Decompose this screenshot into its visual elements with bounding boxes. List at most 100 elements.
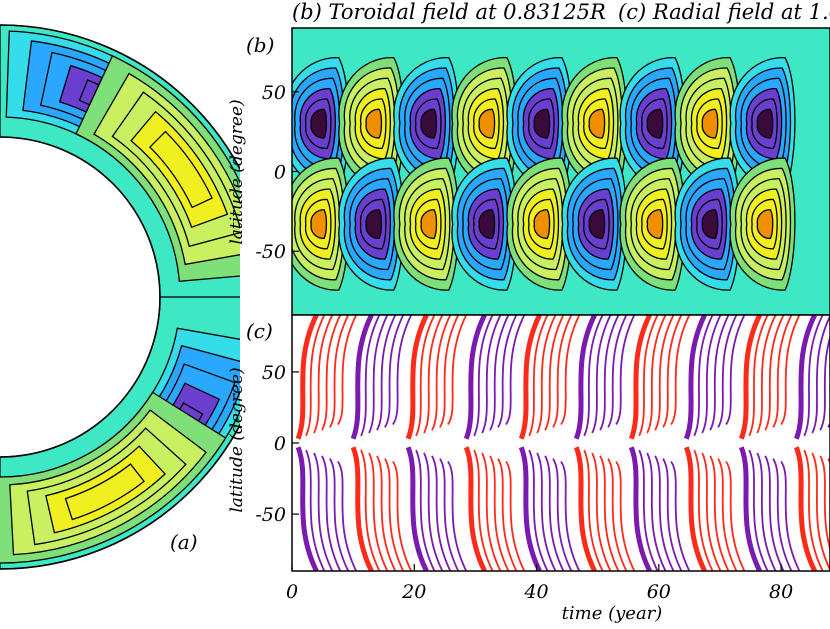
panel-c-contour-line	[573, 446, 597, 571]
panel-c-contour-line	[615, 460, 636, 571]
panel-c-contour-line	[591, 315, 612, 434]
panel-b-core-north	[729, 57, 796, 191]
panel-c-contour-line	[423, 452, 444, 571]
panel-c-band-south	[628, 446, 691, 571]
panel-b-ytick-label: 50	[262, 82, 286, 104]
panel-c-contour-line	[505, 315, 526, 426]
panel-c-contour-line	[329, 458, 350, 571]
panel-c-contour-line	[654, 315, 675, 431]
panel-c-contour-line	[439, 458, 460, 571]
panel-c-contour-line	[329, 315, 350, 428]
panel-b-contour-level	[588, 209, 606, 240]
panel-c-contour-line	[717, 315, 738, 428]
panel-c-band-north	[518, 315, 581, 440]
panel-c-ytick-label: 0	[274, 433, 286, 455]
panel-c-band-north	[683, 315, 746, 440]
panel-c-xtick-label: 0	[286, 581, 298, 603]
panel-c-xtick-label: 20	[401, 581, 426, 603]
panel-c-band-south	[573, 446, 636, 571]
panel-c-contour-line	[811, 452, 830, 571]
panel-b-label: (b)	[246, 33, 274, 57]
panel-c-contour-line	[528, 315, 549, 437]
panel-c-contour-line	[313, 452, 334, 571]
panel-c-contour-line	[536, 452, 557, 571]
panel-c-contour-line	[780, 315, 801, 426]
panel-c-ytick-label: 50	[262, 362, 286, 384]
panel-b-contour-level	[310, 209, 328, 240]
panel-c-contour-line	[552, 315, 573, 428]
panel-b-contour-level	[533, 108, 551, 139]
panel-c-contour-line	[481, 315, 502, 434]
panel-c-contour-line	[583, 449, 604, 571]
panel-c-contour-line	[431, 315, 452, 431]
panel-c-contour-line	[473, 449, 494, 571]
panel-a-meridional-plot	[0, 24, 240, 570]
panel-c-band-north	[794, 315, 830, 440]
panel-c-band-north	[628, 315, 691, 440]
panel-c-background	[292, 315, 830, 571]
panel-c-contour-line	[447, 315, 468, 426]
panel-c-band-north	[573, 315, 636, 440]
panel-c-contour-line	[321, 315, 342, 431]
panel-c-contour-line	[638, 449, 659, 571]
panel-c-contour-line	[415, 449, 436, 571]
panel-c-contour-line	[780, 460, 801, 571]
panel-c-contour-line	[738, 446, 762, 571]
panel-c-contour-line	[764, 315, 785, 431]
panel-b-ytick-label: 0	[274, 162, 286, 184]
panel-c-contour-line	[748, 315, 769, 437]
panel-c-contour-line	[701, 452, 722, 571]
panel-c-contour-line	[505, 460, 526, 571]
panel-c-band-north	[405, 315, 468, 440]
panel-c-contour-line	[599, 455, 620, 571]
panel-c-band-south	[683, 446, 746, 571]
panel-c-band-north	[350, 315, 413, 440]
panel-c-contour-line	[819, 455, 830, 552]
panel-c-contour-line	[717, 458, 738, 571]
panel-c-contour-line	[337, 460, 358, 571]
panel-c-contour-line	[811, 315, 830, 434]
panel-b-contour-level	[478, 209, 496, 240]
panel-c-contour-line	[638, 315, 659, 437]
panel-b-y-axis: 50 0 -50	[255, 82, 299, 263]
panel-c-radial-field-contours	[292, 315, 830, 571]
panel-c-contour-line	[772, 315, 793, 428]
panel-b-core-north	[451, 57, 518, 191]
panel-c-contour-line	[337, 315, 358, 426]
panel-b-contour-level	[756, 209, 774, 240]
panel-a-lobe-south	[64, 463, 145, 521]
panel-c-contour-line	[392, 315, 413, 426]
panel-b-contour-level	[365, 108, 383, 139]
panel-c-contour-line	[405, 315, 429, 440]
panel-c-contour-line	[350, 315, 374, 440]
panel-c-contour-line	[628, 315, 652, 440]
panel-c-contour-line	[368, 452, 389, 571]
panel-c-contour-line	[473, 315, 494, 437]
panel-c-contour-line	[794, 446, 817, 571]
panel-a-inner-boundary	[0, 136, 161, 458]
panel-b-contour-level	[420, 108, 438, 139]
panel-c-contour-line	[360, 315, 381, 437]
panel-b-core-north	[619, 57, 686, 191]
panel-c-contour-line	[447, 460, 468, 571]
panel-b-contour-level	[420, 209, 438, 240]
panel-c-contour-line	[368, 315, 389, 434]
panel-c-band-south	[405, 446, 468, 571]
panel-c-contour-line	[683, 315, 707, 440]
panel-c-band-south	[738, 446, 801, 571]
panel-c-contour-line	[489, 455, 510, 571]
panel-c-contour-line	[305, 315, 326, 437]
panel-c-contour-line	[463, 315, 487, 440]
panel-c-contour-line	[415, 315, 436, 437]
panel-c-contour-line	[560, 315, 581, 426]
panel-c-contour-line	[670, 460, 691, 571]
panel-c-contour-line	[772, 458, 793, 571]
panel-c-contour-line	[518, 446, 542, 571]
panel-b-core-south	[338, 157, 405, 291]
panel-c-contour-line	[756, 315, 777, 434]
panel-c-contour-line	[646, 315, 667, 434]
panel-c-contour-line	[709, 315, 730, 431]
panel-c-contour-line	[725, 460, 746, 571]
panel-c-xtick-label: 60	[647, 581, 671, 603]
panel-c-xtick-label: 80	[769, 581, 793, 603]
